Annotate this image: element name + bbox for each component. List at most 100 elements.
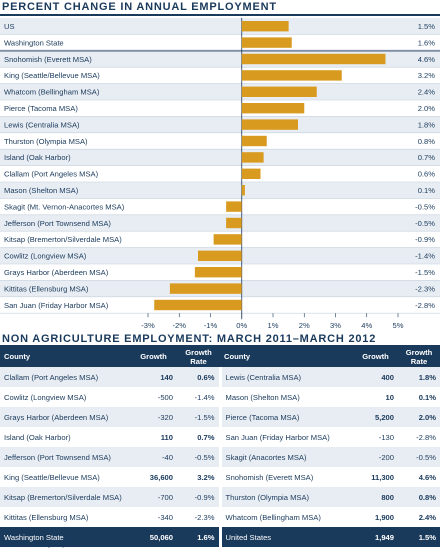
growth-value: -340	[157, 512, 173, 522]
bar	[213, 234, 242, 245]
growth-value: 36,600	[149, 472, 173, 482]
growth-rate: -2.8%	[416, 432, 436, 442]
x-tick-label: -1%	[204, 321, 218, 330]
value-label: 2.4%	[418, 88, 436, 97]
growth-value: 1,900	[374, 512, 394, 522]
bar	[241, 37, 292, 48]
table-row: Jefferson (Port Townsend MSA) -40 -0.5% Ska…	[0, 447, 440, 467]
value-label: -1.5%	[415, 268, 435, 277]
footnote: Not Seasonally Adjusted	[2, 539, 84, 548]
growth-rate: -1.5%	[194, 412, 215, 422]
value-label: -2.8%	[415, 301, 435, 310]
growth-rate: 2.4%	[418, 512, 436, 522]
county-name: Jefferson (Port Townsend MSA)	[4, 452, 111, 462]
growth-rate: 3.2%	[197, 472, 215, 482]
bar	[241, 168, 261, 179]
category-label: Skagit (Mt. Vernon-Anacortes MSA)	[4, 202, 125, 211]
employment-change-chart: US 1.5% Washington State 1.6% Snohomish (Eve…	[0, 18, 440, 330]
value-label: 2.0%	[418, 104, 436, 113]
category-label: Whatcom (Bellingham MSA)	[4, 88, 100, 97]
category-label: Pierce (Tacoma MSA)	[4, 104, 78, 113]
bar	[241, 135, 267, 147]
value-label: -0.5%	[415, 202, 435, 211]
total-name: United States	[218, 527, 353, 547]
total-growth: 50,060	[149, 532, 173, 542]
category-label: San Juan (Friday Harbor MSA)	[4, 301, 109, 310]
growth-value: 10	[385, 392, 394, 402]
bar	[241, 103, 305, 114]
bar	[154, 299, 242, 311]
header-county-left: County	[0, 346, 130, 367]
growth-value: -200	[378, 452, 394, 462]
category-label: Snohomish (Everett MSA)	[4, 55, 92, 64]
growth-value: -500	[157, 392, 173, 402]
category-label: Island (Oak Harbor)	[4, 153, 71, 162]
county-name: Cowlitz (Longview MSA)	[4, 392, 87, 402]
value-label: -2.3%	[415, 284, 435, 293]
table-title-rule	[0, 345, 440, 346]
growth-value: -40	[162, 452, 173, 462]
bar	[241, 86, 317, 97]
value-label: -0.9%	[415, 235, 435, 244]
category-label: Thurston (Olympia MSA)	[4, 137, 88, 146]
county-name: Snohomish (Everett MSA)	[218, 467, 353, 487]
growth-rate: 2.0%	[418, 412, 436, 422]
header-county-right: County	[220, 346, 353, 367]
table-header-row: County Growth Growth Rate County Growth G…	[0, 346, 440, 367]
row-stripe	[0, 182, 440, 199]
bar	[241, 70, 342, 81]
row-stripe	[0, 214, 440, 232]
table-row: Kittitas (Ellensburg MSA) -340 -2.3% Whatco…	[0, 507, 440, 527]
county-name: Grays Harbor (Aberdeen MSA)	[4, 412, 109, 422]
table-row: King (Seattle/Bellevue MSA) 36,600 3.2% Sno…	[0, 467, 440, 487]
x-tick-label: 2%	[299, 321, 310, 330]
county-name: Pierce (Tacoma MSA)	[218, 407, 353, 427]
value-label: 0.1%	[418, 186, 436, 195]
value-label: 0.7%	[418, 153, 436, 162]
county-name: Whatcom (Bellingham MSA)	[218, 507, 353, 527]
growth-value: 5,200	[374, 412, 394, 422]
value-label: 1.6%	[418, 38, 436, 47]
bar	[226, 201, 242, 212]
total-rate: 1.5%	[418, 532, 436, 542]
bar	[241, 21, 289, 32]
growth-rate: -0.5%	[194, 452, 215, 462]
total-name: Washington State	[4, 532, 64, 542]
growth-rate: 1.8%	[418, 372, 436, 382]
value-label: 4.6%	[418, 55, 436, 64]
row-stripe	[0, 149, 440, 166]
x-tick-label: 4%	[361, 321, 372, 330]
table-body: Clallam (Port Angeles MSA) 140 0.6% Lewis (…	[0, 367, 440, 547]
category-label: Mason (Shelton MSA)	[4, 186, 79, 195]
table-total-row: Washington State 50,060 1.6% United States 1…	[0, 527, 440, 547]
category-label: Cowlitz (Longview MSA)	[4, 252, 87, 261]
growth-rate: 4.6%	[418, 472, 436, 482]
total-growth: 1,949	[374, 532, 394, 542]
bar	[169, 283, 242, 294]
value-label: 1.8%	[418, 120, 436, 129]
chart-title: PERCENT CHANGE IN ANNUAL EMPLOYMENT	[2, 1, 277, 13]
header-rate-left: Growth Rate	[177, 346, 220, 367]
county-name: Mason (Shelton MSA)	[218, 387, 353, 407]
growth-rate: -0.9%	[194, 492, 215, 502]
row-stripe	[0, 18, 440, 35]
bar	[226, 217, 242, 229]
table-row: Grays Harbor (Aberdeen MSA) -320 -1.5% Pier…	[0, 407, 440, 427]
growth-rate: -0.5%	[416, 452, 436, 462]
value-label: 0.8%	[418, 137, 436, 146]
x-tick-label: 5%	[393, 321, 404, 330]
category-label: Grays Harbor (Aberdeen MSA)	[4, 268, 109, 277]
growth-value: 140	[160, 372, 173, 382]
bar	[241, 53, 386, 65]
row-stripe	[0, 83, 440, 100]
x-tick-label: 0%	[236, 321, 247, 330]
county-name: King (Seattle/Bellevue MSA)	[4, 472, 100, 482]
county-name: San Juan (Friday Harbor MSA)	[218, 427, 353, 447]
value-label: 3.2%	[418, 71, 436, 80]
value-label: 1.5%	[418, 22, 436, 31]
value-label: -1.4%	[415, 252, 435, 261]
bar	[194, 267, 242, 278]
value-label: -0.5%	[415, 219, 435, 228]
header-growth-right: Growth	[353, 346, 398, 367]
county-name: Thurston (Olympia MSA)	[218, 487, 353, 507]
